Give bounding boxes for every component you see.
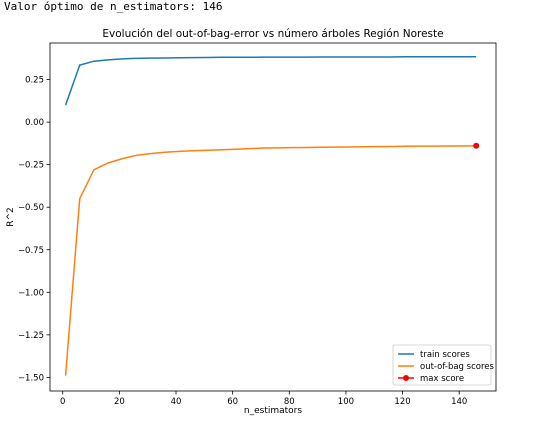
max-score-point: [473, 142, 480, 149]
x-tick-label: 0: [60, 397, 65, 407]
x-tick-label: 40: [171, 397, 182, 407]
x-axis-label: n_estimators: [244, 406, 302, 416]
y-tick-label: −1.25: [18, 331, 44, 341]
y-axis: −1.50 −1.25 −1.00 −0.75 −0.50 −0.25 0.00 0.25: [18, 76, 50, 383]
y-tick-label: −1.00: [18, 288, 44, 298]
y-tick-label: 0.00: [25, 118, 44, 128]
x-tick-label: 60: [227, 397, 238, 407]
legend-box: [392, 344, 492, 386]
series-lines: [64, 56, 480, 376]
legend-marker-max: [403, 375, 409, 381]
legend-label-oob: out-of-bag scores: [420, 362, 494, 372]
x-axis: 0 20 40 60 80 100 120 140: [60, 391, 467, 407]
chart-title: Evolución del out-of-bag-error vs número…: [102, 28, 443, 40]
plot-area: [49, 42, 497, 392]
y-tick-label: −0.50: [18, 203, 44, 213]
y-tick-label: 0.25: [25, 76, 44, 86]
y-axis-label: R^2: [6, 207, 16, 227]
oob-scores-line: [64, 145, 477, 376]
train-scores-line: [64, 56, 477, 106]
x-tick-label: 80: [284, 397, 295, 407]
x-tick-label: 20: [114, 397, 125, 407]
x-tick-label: 100: [338, 397, 354, 407]
x-tick-label: 120: [394, 397, 410, 407]
console-output: Valor óptimo de n_estimators: 146: [4, 0, 223, 13]
y-tick-label: −0.25: [18, 161, 44, 171]
legend-label-max: max score: [420, 374, 464, 384]
y-tick-label: −0.75: [18, 246, 44, 256]
y-tick-label: −1.50: [18, 373, 44, 383]
x-tick-label: 140: [451, 397, 467, 407]
legend: train scores out-of-bag scores max score: [392, 344, 494, 386]
legend-label-train: train scores: [420, 350, 470, 360]
